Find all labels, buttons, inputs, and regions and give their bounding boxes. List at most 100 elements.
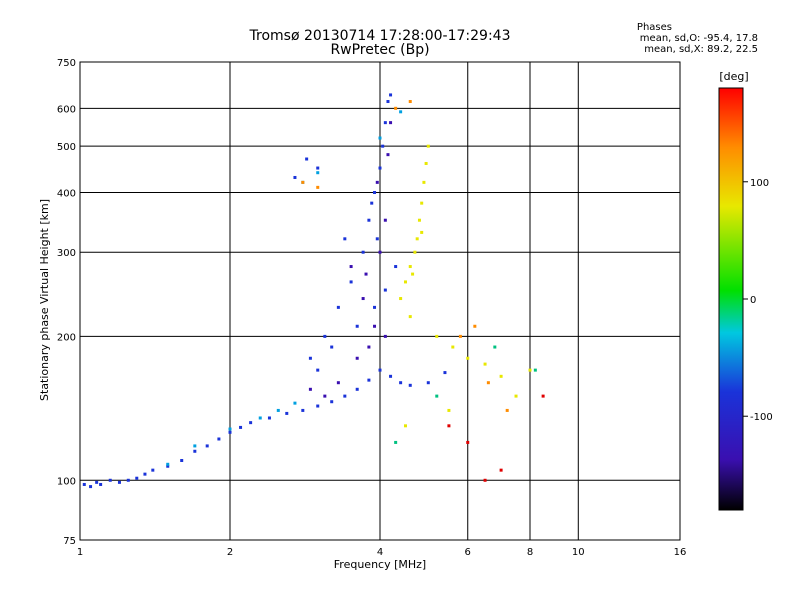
data-point	[373, 324, 377, 328]
data-point	[383, 121, 387, 125]
data-point	[349, 265, 353, 269]
data-point	[364, 272, 368, 276]
data-point	[375, 237, 379, 241]
data-point	[499, 468, 503, 472]
data-point	[323, 334, 327, 338]
y-tick-label: 500	[57, 142, 76, 153]
x-tick-label: 10	[572, 547, 585, 558]
data-point	[408, 265, 412, 269]
colorbar	[718, 87, 744, 511]
data-point	[399, 297, 403, 301]
data-point	[378, 250, 382, 254]
data-point	[193, 444, 197, 448]
y-tick-label: 750	[57, 58, 76, 69]
data-point	[408, 383, 412, 387]
data-point	[411, 272, 415, 276]
data-point	[323, 394, 327, 398]
data-point	[443, 371, 447, 375]
chart-subtitle: RwPretec (Bp)	[330, 42, 430, 58]
x-tick-label: 2	[227, 547, 233, 558]
data-point	[435, 394, 439, 398]
data-point	[95, 480, 99, 484]
data-point	[466, 356, 470, 360]
data-point	[99, 482, 103, 486]
data-point	[394, 106, 398, 110]
data-point	[293, 175, 297, 179]
y-axis-label: Stationary phase Virtual Height [km]	[38, 199, 51, 401]
data-point	[451, 345, 455, 349]
y-tick-label: 75	[63, 536, 76, 547]
data-point	[389, 93, 393, 97]
data-point	[228, 430, 232, 434]
y-tick-label: 300	[57, 248, 76, 259]
data-point	[378, 368, 382, 372]
data-point	[435, 334, 439, 338]
colorbar-label: [deg]	[719, 70, 748, 83]
data-point	[370, 201, 374, 205]
colorbar-tick-label: -100	[750, 412, 773, 423]
x-tick-label: 1	[77, 547, 83, 558]
data-point	[415, 237, 419, 241]
data-point	[417, 218, 421, 222]
data-point	[386, 100, 390, 104]
data-point	[399, 110, 403, 114]
data-point	[108, 478, 112, 482]
data-point	[483, 362, 487, 366]
data-point	[166, 462, 170, 466]
data-point	[381, 144, 385, 148]
data-point	[316, 185, 320, 189]
data-point	[426, 144, 430, 148]
data-point	[493, 345, 497, 349]
data-point	[89, 485, 93, 489]
data-point	[408, 100, 412, 104]
data-point	[293, 401, 297, 405]
data-point	[386, 153, 390, 157]
data-point	[447, 408, 451, 412]
data-point	[316, 368, 320, 372]
phases-heading: Phases	[636, 22, 672, 33]
data-point	[383, 334, 387, 338]
data-point	[389, 121, 393, 125]
data-point	[394, 265, 398, 269]
grid-lines	[80, 62, 680, 540]
y-tick-label: 400	[57, 188, 76, 199]
data-point	[355, 356, 359, 360]
data-point	[403, 424, 407, 428]
x-tick-label: 16	[674, 547, 687, 558]
data-point	[458, 334, 462, 338]
data-point	[447, 424, 451, 428]
data-point	[355, 324, 359, 328]
data-point	[135, 476, 139, 480]
data-point	[330, 345, 334, 349]
data-point	[424, 161, 428, 165]
data-point	[499, 374, 503, 378]
data-point	[308, 387, 312, 391]
data-point	[378, 166, 382, 170]
data-point	[349, 280, 353, 284]
data-point	[367, 378, 371, 382]
y-tick-label: 600	[57, 104, 76, 115]
data-point	[383, 288, 387, 292]
data-point	[361, 250, 365, 254]
colorbar-ticks: 100 0 -100	[743, 178, 773, 423]
data-point	[361, 297, 365, 301]
data-point	[151, 468, 155, 472]
data-point	[228, 427, 232, 431]
data-point	[483, 478, 487, 482]
data-point	[355, 387, 359, 391]
chart-title: Tromsø 20130714 17:28:00-17:29:43	[249, 28, 511, 44]
x-axis-label: Frequency [MHz]	[334, 558, 426, 571]
data-point	[383, 218, 387, 222]
data-point	[330, 400, 334, 404]
data-point	[316, 171, 320, 175]
data-point	[143, 472, 147, 476]
data-point	[305, 157, 309, 161]
data-point	[276, 408, 280, 412]
x-tick-labels: 1 2 4 6 8 10 16	[77, 547, 687, 558]
data-point	[466, 440, 470, 444]
data-point	[217, 437, 221, 441]
data-point	[378, 136, 382, 140]
data-point	[373, 190, 377, 194]
data-point	[205, 444, 209, 448]
data-point	[486, 381, 490, 385]
